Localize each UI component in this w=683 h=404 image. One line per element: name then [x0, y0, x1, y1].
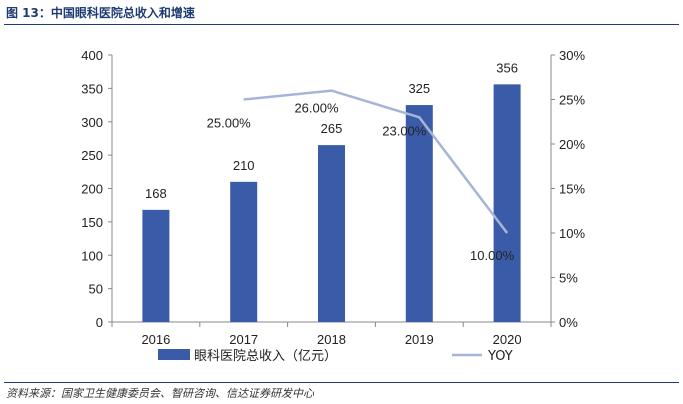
figure-title: 图 13：中国眼科医院总收入和增速 — [6, 6, 195, 20]
bar — [318, 145, 345, 322]
bar — [142, 209, 170, 322]
yoy-data-label: 10.00% — [470, 248, 515, 263]
yoy-data-label: 25.00% — [207, 116, 252, 131]
y-left-tick-label: 50 — [89, 282, 103, 297]
x-tick-label: 2019 — [405, 332, 434, 347]
legend-line-label: YOY — [487, 349, 513, 364]
bottom-rule — [4, 382, 679, 383]
bar-data-label: 356 — [496, 60, 518, 75]
y-right-tick-label: 30% — [559, 48, 585, 63]
y-right-tick-label: 15% — [559, 182, 585, 197]
bar — [493, 84, 521, 323]
yoy-line — [243, 89, 509, 234]
y-right-tick-label: 10% — [559, 226, 585, 241]
y-right-tick-label: 25% — [559, 93, 585, 108]
bar — [405, 105, 433, 322]
yoy-data-label: 23.00% — [382, 123, 427, 138]
x-tick-label: 2017 — [229, 332, 258, 347]
x-tick-label: 2020 — [493, 332, 522, 347]
bar-data-label: 265 — [321, 121, 343, 136]
x-tick-label: 2018 — [317, 332, 346, 347]
bar-data-label: 210 — [233, 158, 255, 173]
bar-data-label: 168 — [145, 186, 167, 201]
y-left-tick-label: 0 — [96, 315, 103, 330]
title-rule — [4, 24, 679, 25]
y-left-tick-label: 250 — [81, 148, 103, 163]
y-right-tick-label: 0% — [559, 315, 578, 330]
legend-bar-label: 眼科医院总收入（亿元） — [194, 349, 337, 364]
y-left-tick-label: 400 — [81, 48, 103, 63]
bar — [230, 181, 258, 322]
source-note: 资料来源：国家卫生健康委员会、智研咨询、信达证券研发中心 — [6, 387, 314, 400]
chart: 0 50 100 150 200 250 300 350 400 0% 5% 10% 15% 20% 25%… — [81, 48, 585, 364]
y-right-tick-label: 20% — [559, 137, 585, 152]
y-left-tick-label: 200 — [81, 182, 103, 197]
yoy-data-label: 26.00% — [294, 101, 339, 116]
y-left-tick-label: 150 — [81, 215, 103, 230]
y-left-tick-label: 100 — [81, 248, 103, 263]
legend-bar-swatch — [158, 349, 190, 360]
y-right-tick-label: 5% — [559, 271, 578, 286]
y-left-tick-label: 300 — [81, 115, 103, 130]
y-left-tick-label: 350 — [81, 81, 103, 96]
x-tick-label: 2016 — [141, 332, 170, 347]
bar-data-label: 325 — [408, 81, 430, 96]
